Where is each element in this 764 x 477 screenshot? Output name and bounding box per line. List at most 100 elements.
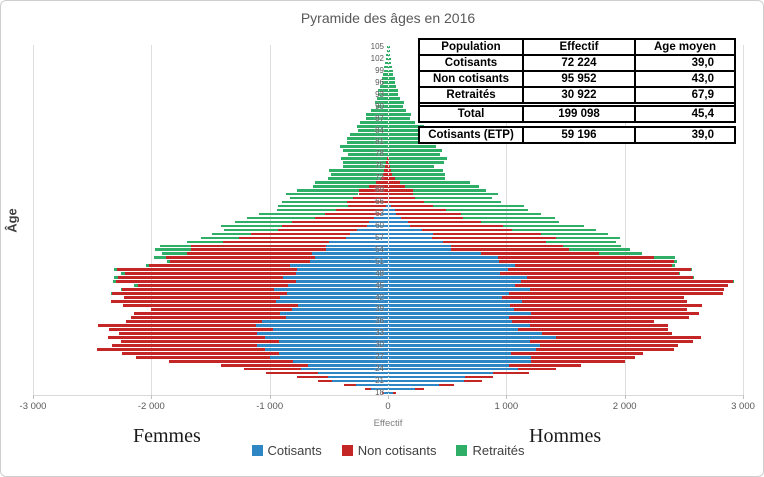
- bar-segment-hommes-non_cotisants: [388, 164, 390, 168]
- age-tick-label: 75: [375, 161, 384, 171]
- bar-segment-hommes-cotisants: [388, 371, 493, 375]
- bar-segment-femmes-cotisants: [279, 312, 388, 315]
- zero-axis-dashes: [387, 45, 389, 395]
- gridline: [624, 45, 626, 395]
- bar-segment-hommes-non_cotisants: [492, 371, 529, 375]
- bar-segment-hommes-cotisants: [388, 308, 514, 311]
- bar-segment-hommes-retraites: [678, 272, 681, 276]
- bar-segment-femmes-retraites: [328, 176, 381, 180]
- bar-segment-femmes-retraites: [359, 121, 388, 124]
- bar-segment-hommes-cotisants: [388, 204, 392, 208]
- bar-segment-femmes-retraites: [200, 236, 239, 240]
- bar-segment-femmes-retraites: [282, 200, 348, 204]
- table-row: Non cotisants 95 952 43,0: [420, 70, 734, 86]
- bar-segment-hommes-cotisants: [388, 383, 439, 387]
- bar-segment-hommes-cotisants: [388, 339, 530, 343]
- table-cell: 199 098: [524, 107, 636, 121]
- bar-segment-femmes-non_cotisants: [124, 272, 296, 276]
- age-tick-label: 66: [375, 197, 384, 207]
- bar-segment-hommes-non_cotisants: [401, 216, 464, 220]
- bar-segment-hommes-retraites: [568, 248, 630, 252]
- bar-segment-hommes-cotisants: [388, 260, 499, 264]
- x-tickmark: [388, 395, 389, 399]
- bar-segment-femmes-non_cotisants: [117, 276, 283, 279]
- bar-segment-femmes-cotisants: [279, 351, 388, 355]
- table-cell: Age moyen: [654, 41, 716, 53]
- bar-segment-femmes-non_cotisants: [190, 244, 326, 248]
- bar-segment-hommes-non_cotisants: [393, 391, 397, 395]
- bar-segment-hommes-retraites: [690, 268, 693, 272]
- right-group-label: Hommes: [529, 425, 602, 447]
- gridline: [506, 45, 508, 395]
- bar-segment-hommes-non_cotisants: [388, 160, 390, 164]
- bar-segment-femmes-cotisants: [325, 248, 388, 252]
- bar-segment-femmes-cotisants: [381, 212, 388, 216]
- bar-segment-femmes-retraites: [385, 53, 388, 57]
- bar-segment-hommes-cotisants: [388, 304, 510, 307]
- bar-segment-femmes-retraites: [155, 248, 192, 252]
- bar-segment-hommes-non_cotisants: [391, 204, 433, 208]
- bar-segment-femmes-non_cotisants: [277, 228, 357, 232]
- age-tick-label: 57: [375, 232, 384, 242]
- bar-segment-femmes-non_cotisants: [133, 312, 280, 315]
- bar-segment-femmes-cotisants: [286, 316, 388, 319]
- bar-segment-femmes-cotisants: [265, 335, 388, 339]
- bar-segment-femmes-retraites: [134, 284, 138, 287]
- bar-segment-femmes-cotisants: [307, 363, 388, 367]
- bar-segment-hommes-non_cotisants: [388, 180, 401, 184]
- bar-segment-femmes-cotisants: [310, 260, 388, 264]
- bar-segment-femmes-non_cotisants: [130, 316, 287, 319]
- bar-segment-femmes-cotisants: [325, 244, 388, 248]
- x-tickmark: [151, 395, 153, 399]
- bar-segment-hommes-non_cotisants: [514, 264, 673, 268]
- bar-segment-femmes-non_cotisants: [291, 220, 370, 224]
- bar-segment-hommes-retraites: [388, 77, 396, 81]
- gridline: [743, 45, 744, 395]
- legend-label: Retraités: [472, 443, 525, 458]
- bar-segment-femmes-cotisants: [276, 300, 388, 303]
- bar-segment-hommes-cotisants: [388, 228, 423, 232]
- y-axis-title: Âge: [4, 208, 20, 233]
- bar-segment-hommes-retraites: [388, 53, 391, 57]
- legend-swatch-retraites: [456, 445, 468, 456]
- bar-segment-hommes-cotisants: [388, 224, 411, 228]
- bar-segment-hommes-cotisants: [388, 375, 466, 379]
- bar-segment-femmes-non_cotisants: [108, 335, 265, 339]
- bar-segment-hommes-non_cotisants: [438, 383, 455, 387]
- bar-segment-hommes-non_cotisants: [508, 316, 689, 319]
- bar-segment-femmes-retraites: [347, 153, 388, 156]
- bar-segment-hommes-cotisants: [388, 244, 451, 248]
- bar-segment-hommes-non_cotisants: [422, 228, 513, 232]
- table-cell: Retraités: [420, 88, 524, 102]
- bar-segment-femmes-non_cotisants: [384, 168, 388, 172]
- bar-segment-femmes-retraites: [159, 244, 191, 248]
- bar-segment-femmes-retraites: [386, 49, 388, 53]
- bar-segment-femmes-cotisants: [287, 284, 388, 287]
- bar-segment-hommes-cotisants: [388, 320, 512, 323]
- bar-segment-femmes-retraites: [375, 105, 388, 108]
- bar-segment-hommes-cotisants: [388, 335, 557, 339]
- bar-segment-femmes-non_cotisants: [169, 260, 311, 264]
- x-tickmark: [269, 395, 271, 399]
- bar-segment-hommes-non_cotisants: [388, 200, 425, 204]
- bar-segment-hommes-retraites: [388, 89, 398, 93]
- bar-segment-femmes-non_cotisants: [122, 288, 274, 291]
- bar-segment-hommes-cotisants: [388, 347, 536, 351]
- bar-segment-hommes-cotisants: [388, 276, 527, 279]
- bar-segment-femmes-cotisants: [382, 208, 388, 212]
- bar-segment-femmes-retraites: [350, 133, 388, 136]
- bar-segment-hommes-non_cotisants: [388, 192, 413, 196]
- bar-segment-hommes-retraites: [432, 204, 524, 208]
- bar-segment-femmes-retraites: [145, 264, 149, 268]
- bar-segment-hommes-non_cotisants: [388, 188, 414, 192]
- bar-segment-femmes-retraites: [382, 77, 388, 81]
- bar-segment-hommes-retraites: [388, 69, 393, 73]
- legend-label: Non cotisants: [357, 443, 437, 458]
- bar-segment-femmes-retraites: [330, 172, 383, 176]
- bar-segment-hommes-retraites: [415, 196, 493, 200]
- bar-segment-hommes-non_cotisants: [513, 308, 688, 311]
- bar-segment-hommes-non_cotisants: [530, 312, 700, 315]
- x-tick-label: 1 000: [494, 401, 519, 412]
- bar-segment-femmes-retraites: [223, 228, 278, 232]
